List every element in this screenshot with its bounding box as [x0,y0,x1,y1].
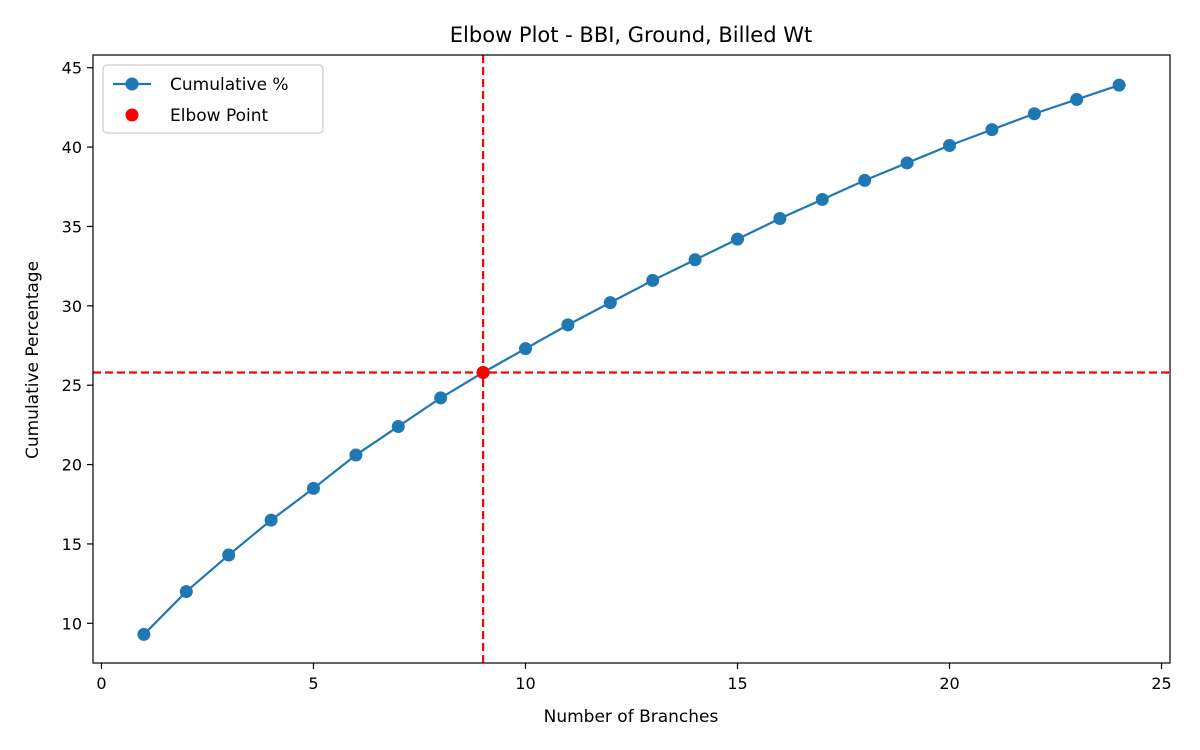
data-point [604,296,617,309]
plot-frame [93,55,1170,663]
data-point [901,156,914,169]
chart-title: Elbow Plot - BBI, Ground, Billed Wt [450,23,812,47]
x-tick-label: 10 [515,674,535,693]
data-point [434,391,447,404]
x-tick-label: 15 [727,674,747,693]
x-tick-label: 5 [308,674,318,693]
elbow-point-marker [477,366,490,379]
data-point [1113,79,1126,92]
x-tick-label: 25 [1151,674,1171,693]
y-tick-label: 15 [62,535,82,554]
data-point [137,628,150,641]
y-tick-label: 30 [62,297,82,316]
x-axis-title: Number of Branches [544,707,719,727]
y-tick-label: 10 [62,614,82,633]
legend-elbow-swatch [126,109,139,122]
data-point [985,123,998,136]
data-point [773,212,786,225]
y-tick-label: 20 [62,456,82,475]
data-point [816,193,829,206]
plot-area [93,55,1170,663]
legend: Cumulative % Elbow Point [103,65,323,133]
data-point [943,139,956,152]
data-point [1070,93,1083,106]
y-tick-label: 45 [62,59,82,78]
y-tick-label: 35 [62,217,82,236]
data-point [731,233,744,246]
legend-entry-cumulative: Cumulative % [170,75,289,95]
data-point [519,342,532,355]
x-tick-label: 20 [939,674,959,693]
data-point [180,585,193,598]
legend-entry-elbow: Elbow Point [170,106,269,126]
x-tick-label: 0 [96,674,106,693]
legend-marker-swatch [126,78,139,91]
data-point [561,318,574,331]
y-axis-title: Cumulative Percentage [23,261,43,459]
data-point [222,549,235,562]
data-point [858,174,871,187]
data-point [265,514,278,527]
data-point [1028,107,1041,120]
data-point [392,420,405,433]
data-point [689,253,702,266]
y-tick-label: 25 [62,376,82,395]
data-point [307,482,320,495]
data-point [646,274,659,287]
y-tick-label: 40 [62,138,82,157]
data-point [349,449,362,462]
series-line-0 [144,85,1119,634]
axes: 0 5 10 15 20 25 10 15 20 25 30 35 40 45 [62,55,1172,693]
